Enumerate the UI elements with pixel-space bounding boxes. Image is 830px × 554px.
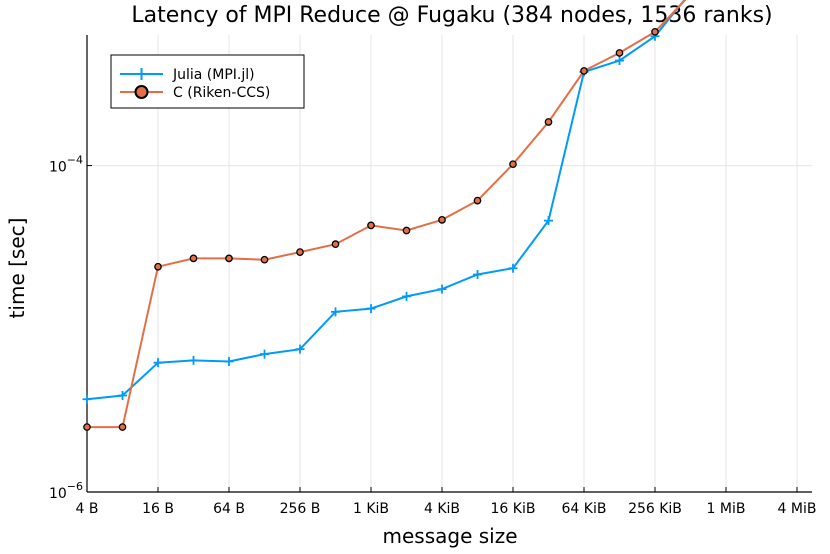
x-tick-label: 64 B xyxy=(213,501,245,517)
data-point-julia xyxy=(295,344,305,354)
x-tick-label: 4 KiB xyxy=(424,501,460,517)
data-point-c xyxy=(402,226,411,235)
y-tick-label: 10−6 xyxy=(49,480,83,502)
data-point-julia xyxy=(544,216,553,226)
data-point-julia xyxy=(260,349,269,359)
data-point-c xyxy=(225,254,233,263)
series-layer xyxy=(82,0,687,431)
data-point-julia xyxy=(508,263,518,273)
data-point-julia xyxy=(473,270,482,280)
x-tick-label: 4 MiB xyxy=(778,501,817,517)
data-point-c xyxy=(473,196,482,205)
legend-marker-c xyxy=(134,85,149,99)
data-point-c xyxy=(189,254,198,263)
data-point-c xyxy=(615,49,624,57)
data-point-julia xyxy=(189,355,198,365)
data-point-c xyxy=(544,118,553,126)
x-tick-label: 4 B xyxy=(76,501,99,517)
x-tick-label: 64 KiB xyxy=(562,501,607,517)
data-point-c xyxy=(438,215,446,224)
data-point-julia xyxy=(224,357,234,367)
x-tick-label: 1 KiB xyxy=(353,501,389,517)
axes xyxy=(86,35,812,493)
y-axis-title: time [sec] xyxy=(5,218,29,319)
data-point-julia xyxy=(153,358,163,368)
data-point-julia xyxy=(366,304,376,314)
legend-marker-julia xyxy=(135,68,148,80)
x-tick-label: 16 B xyxy=(142,501,174,517)
data-point-c xyxy=(260,255,269,264)
data-point-julia xyxy=(437,284,447,294)
legend: Julia (MPI.jl) C (Riken-CCS) xyxy=(110,54,305,109)
x-tick-label: 256 B xyxy=(280,501,321,517)
legend-label-c: C (Riken-CCS) xyxy=(173,85,270,101)
x-tick-label: 16 KiB xyxy=(491,501,536,517)
data-point-c xyxy=(651,27,659,36)
legend-label-julia: Julia (MPI.jl) xyxy=(172,67,255,83)
data-point-julia xyxy=(402,291,411,301)
x-tick-label: 1 MiB xyxy=(707,501,746,517)
data-point-c xyxy=(331,240,340,249)
y-tick-label: 10−4 xyxy=(49,154,83,176)
data-point-julia xyxy=(82,394,92,404)
data-point-julia xyxy=(118,391,127,401)
tick-labels: 4 B 16 B 64 B 256 B 1 KiB 4 KiB 16 KiB 64 KiB 25… xyxy=(49,154,817,517)
data-point-c xyxy=(367,221,375,230)
x-axis-title: message size xyxy=(382,524,517,548)
data-point-c xyxy=(154,262,162,271)
data-point-c xyxy=(118,423,127,431)
chart-title: Latency of MPI Reduce @ Fugaku (384 node… xyxy=(131,3,772,28)
data-point-c xyxy=(296,248,304,256)
data-point-c xyxy=(580,67,588,75)
legend-box xyxy=(110,54,305,109)
data-point-julia xyxy=(615,56,624,66)
data-point-c xyxy=(83,423,91,431)
data-point-julia xyxy=(331,307,340,317)
x-tick-label: 256 KiB xyxy=(628,501,682,517)
data-point-c xyxy=(509,160,517,169)
